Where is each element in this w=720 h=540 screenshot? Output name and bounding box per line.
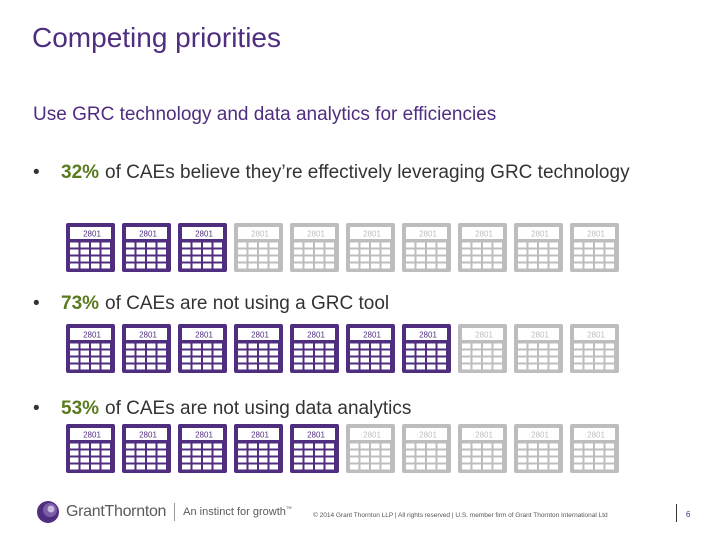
brand-name: GrantThornton <box>66 503 167 520</box>
calculator-icon: 2801 <box>287 321 342 376</box>
calculator-icon: 2801 <box>399 220 454 275</box>
svg-text:2801: 2801 <box>531 431 549 440</box>
svg-text:2801: 2801 <box>475 331 493 340</box>
page-number: 6 <box>686 510 691 519</box>
calculator-icon: 2801 <box>119 421 174 476</box>
calculator-icon: 2801 <box>511 220 566 275</box>
calculator-icon: 2801 <box>119 321 174 376</box>
svg-text:2801: 2801 <box>195 431 213 440</box>
calculator-icon: 2801 <box>511 321 566 376</box>
stat-1-percent: 32% <box>61 162 100 183</box>
stat-1-text: of CAEs believe they’re effectively leve… <box>105 162 630 183</box>
svg-text:2801: 2801 <box>307 331 325 340</box>
calculator-icon: 2801 <box>175 321 230 376</box>
svg-text:2801: 2801 <box>195 331 213 340</box>
svg-text:2801: 2801 <box>307 230 325 239</box>
calculator-icon: 2801 <box>175 220 230 275</box>
calculator-icon: 2801 <box>175 421 230 476</box>
svg-text:2801: 2801 <box>139 230 157 239</box>
svg-text:2801: 2801 <box>307 431 325 440</box>
calculator-icon: 2801 <box>63 220 118 275</box>
calculator-icon: 2801 <box>63 421 118 476</box>
bullet-icon: • <box>33 398 40 419</box>
svg-text:2801: 2801 <box>251 331 269 340</box>
logo-divider <box>174 503 176 521</box>
calculator-icon: 2801 <box>231 321 286 376</box>
svg-text:2801: 2801 <box>251 431 269 440</box>
stat-3-percent: 53% <box>61 398 100 419</box>
footer: GrantThornton An instinct for growth™ © … <box>0 490 720 540</box>
svg-text:2801: 2801 <box>419 230 437 239</box>
bullet-icon: • <box>33 162 40 183</box>
svg-text:2801: 2801 <box>419 431 437 440</box>
calculator-icon: 2801 <box>455 220 510 275</box>
svg-text:2801: 2801 <box>587 331 605 340</box>
calculator-icon: 2801 <box>567 421 622 476</box>
svg-text:2801: 2801 <box>195 230 213 239</box>
svg-text:2801: 2801 <box>139 431 157 440</box>
svg-text:2801: 2801 <box>363 331 381 340</box>
calculator-row-3: 2801 2801 2801 2801 2801 2801 2801 2801 2801 2801 <box>63 421 623 476</box>
calculator-icon: 2801 <box>287 421 342 476</box>
calculator-icon: 2801 <box>287 220 342 275</box>
stat-2-text: of CAEs are not using a GRC tool <box>105 293 390 314</box>
calculator-icon: 2801 <box>567 220 622 275</box>
calculator-icon: 2801 <box>399 321 454 376</box>
svg-text:2801: 2801 <box>83 230 101 239</box>
logo-mark-icon <box>37 501 59 523</box>
svg-text:2801: 2801 <box>83 331 101 340</box>
calculator-icon: 2801 <box>455 321 510 376</box>
stat-2: • 73% of CAEs are not using a GRC tool <box>33 291 673 316</box>
calculator-icon: 2801 <box>343 321 398 376</box>
svg-text:2801: 2801 <box>587 230 605 239</box>
svg-text:2801: 2801 <box>363 431 381 440</box>
calculator-icon: 2801 <box>567 321 622 376</box>
stat-1: • 32% of CAEs believe they’re effectively… <box>33 160 673 185</box>
svg-text:2801: 2801 <box>531 230 549 239</box>
calculator-icon: 2801 <box>231 220 286 275</box>
stat-3-text: of CAEs are not using data analytics <box>105 398 412 419</box>
tagline: An instinct for growth™ <box>183 506 292 518</box>
calculator-icon: 2801 <box>343 421 398 476</box>
calculator-icon: 2801 <box>399 421 454 476</box>
svg-text:2801: 2801 <box>475 431 493 440</box>
svg-text:2801: 2801 <box>139 331 157 340</box>
svg-text:2801: 2801 <box>363 230 381 239</box>
svg-text:2801: 2801 <box>251 230 269 239</box>
svg-text:2801: 2801 <box>419 331 437 340</box>
footer-divider <box>676 504 677 522</box>
bullet-icon: • <box>33 293 40 314</box>
subtitle: Use GRC technology and data analytics fo… <box>33 104 497 125</box>
calculator-icon: 2801 <box>119 220 174 275</box>
grant-thornton-logo: GrantThornton An instinct for growth™ <box>36 500 292 524</box>
svg-text:2801: 2801 <box>475 230 493 239</box>
page-title: Competing priorities <box>32 22 281 53</box>
calculator-icon: 2801 <box>343 220 398 275</box>
stat-3: • 53% of CAEs are not using data analytic… <box>33 396 673 421</box>
stat-2-percent: 73% <box>61 293 100 314</box>
calculator-icon: 2801 <box>455 421 510 476</box>
calculator-icon: 2801 <box>511 421 566 476</box>
svg-text:2801: 2801 <box>83 431 101 440</box>
calculator-icon: 2801 <box>231 421 286 476</box>
svg-text:2801: 2801 <box>587 431 605 440</box>
calculator-row-2: 2801 2801 2801 2801 2801 2801 2801 2801 2801 2801 <box>63 321 623 376</box>
calculator-icon: 2801 <box>63 321 118 376</box>
copyright-notice: © 2014 Grant Thornton LLP | All rights r… <box>313 512 608 519</box>
svg-text:2801: 2801 <box>531 331 549 340</box>
calculator-row-1: 2801 2801 2801 2801 2801 2801 2801 2801 2801 2801 <box>63 220 623 275</box>
